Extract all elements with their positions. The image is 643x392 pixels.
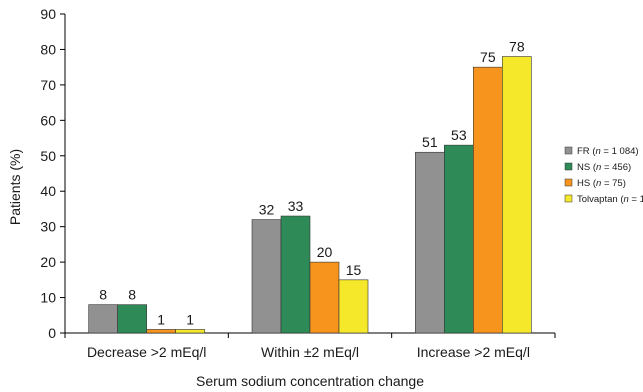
bar: [309, 261, 340, 334]
legend-entry: Tolvaptan (n = 138): [577, 194, 643, 205]
legend-paren: ): [628, 162, 631, 173]
legend-paren: (: [592, 146, 596, 157]
legend-n-value: = 138: [629, 194, 643, 205]
legend-n-value: = 456: [601, 162, 628, 173]
legend-n-label: n: [595, 146, 600, 157]
y-tick-label: 20: [40, 254, 56, 270]
legend-paren: ): [635, 146, 638, 157]
legend-paren: (: [593, 178, 597, 189]
bar: [146, 329, 176, 334]
legend-entry: FR (n = 1 084): [577, 146, 639, 157]
bar: [251, 219, 282, 334]
legend-paren: (: [593, 162, 597, 173]
y-tick-label: 0: [48, 325, 56, 341]
data-label: 20: [317, 244, 333, 260]
legend-n-label: n: [623, 194, 628, 205]
y-axis: 0 10 20 30 40 50 60 70 80 90: [40, 6, 66, 341]
bar: [280, 215, 311, 334]
y-tick-label: 30: [40, 219, 56, 235]
legend-entry: HS (n = 75): [577, 178, 626, 189]
x-category-label: Increase >2 mEq/l: [417, 344, 530, 360]
data-label: 53: [451, 127, 467, 143]
x-axis-title: Serum sodium concentration change: [196, 373, 424, 389]
x-axis: Decrease >2 mEq/l Within ±2 mEq/l Increase…: [64, 332, 556, 360]
legend-series-name: NS: [577, 162, 593, 173]
data-label: 51: [422, 134, 438, 150]
bar: [338, 279, 369, 334]
legend-series-name: HS: [577, 178, 593, 189]
data-label: 8: [128, 287, 136, 303]
data-label: 15: [346, 262, 362, 278]
data-label: 1: [157, 311, 165, 327]
legend-swatch: [564, 146, 573, 155]
y-tick-label: 60: [40, 112, 56, 128]
data-label: 78: [509, 39, 525, 55]
legend-n-label: n: [596, 178, 601, 189]
data-label: 32: [259, 202, 275, 218]
data-label: 33: [288, 198, 304, 214]
legend: FR (n = 1 084)NS (n = 456)HS (n = 75)Tol…: [564, 146, 643, 205]
legend-swatch: [564, 178, 573, 187]
legend-swatch: [564, 162, 573, 171]
data-labels: 8 8 1 1 32 33 20 15 51 53 75 78: [99, 39, 525, 328]
bar: [444, 144, 474, 334]
legend-entry: NS (n = 456): [577, 162, 631, 173]
legend-series-name: Tolvaptan: [577, 194, 620, 205]
bar: [415, 151, 445, 334]
data-label: 8: [99, 287, 107, 303]
bar: [88, 304, 118, 334]
legend-n-label: n: [596, 162, 601, 173]
bar: [502, 56, 532, 334]
x-category-label: Within ±2 mEq/l: [261, 344, 359, 360]
legend-swatch: [564, 194, 573, 203]
y-tick-label: 10: [40, 290, 56, 306]
y-tick-label: 90: [40, 6, 56, 22]
data-label: 1: [186, 311, 194, 327]
legend-paren: ): [623, 178, 626, 189]
bar: [473, 66, 503, 334]
legend-n-value: = 75: [601, 178, 622, 189]
y-tick-label: 50: [40, 148, 56, 164]
legend-n-value: = 1 084: [601, 146, 636, 157]
y-tick-label: 80: [40, 41, 56, 57]
y-tick-label: 70: [40, 77, 56, 93]
y-axis-title: Patients (%): [7, 149, 23, 225]
data-label: 75: [480, 49, 496, 65]
bars: [88, 56, 532, 334]
bar: [175, 329, 205, 334]
x-category-label: Decrease >2 mEq/l: [87, 344, 206, 360]
legend-series-name: FR: [577, 146, 592, 157]
bar: [117, 304, 147, 334]
y-tick-label: 40: [40, 183, 56, 199]
legend-paren: (: [620, 194, 624, 205]
